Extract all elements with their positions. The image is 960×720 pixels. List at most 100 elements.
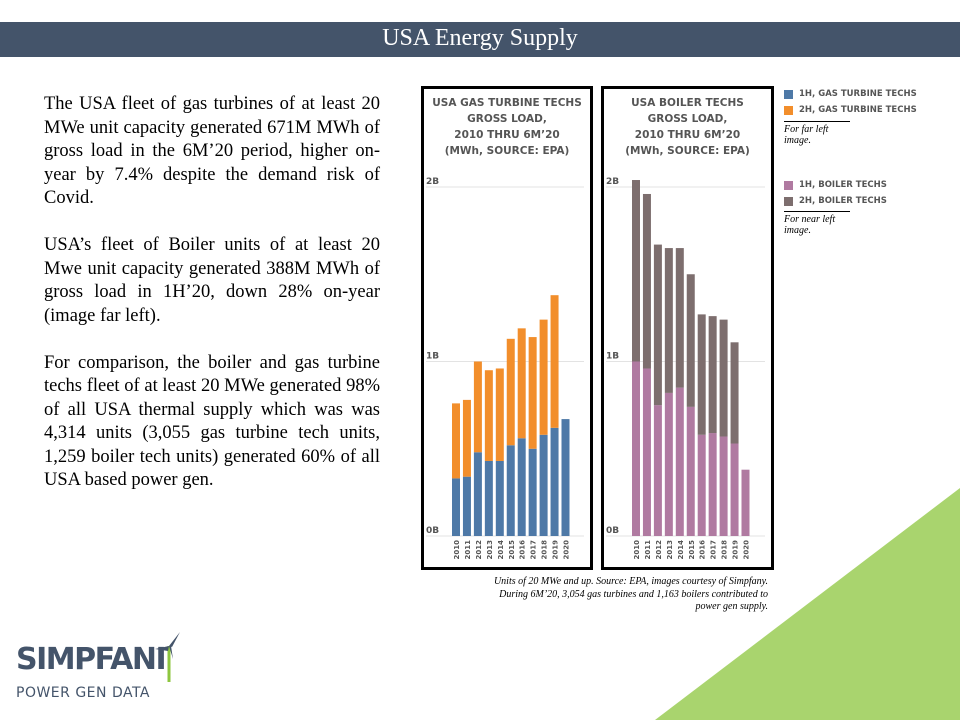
bar-segment	[495, 460, 504, 536]
y-tick-label: 0B	[426, 526, 439, 536]
legend-swatch	[784, 90, 793, 99]
logo-tagline: POWER GEN DATA	[16, 685, 151, 701]
chart-title-line: (MWh, SOURCE: EPA)	[625, 145, 750, 157]
wind-turbine-icon	[155, 632, 180, 682]
x-tick-label: 2018	[721, 540, 729, 560]
x-tick-label: 2011	[644, 540, 652, 560]
x-tick-label: 2012	[655, 540, 663, 560]
x-tick-label: 2010	[453, 540, 461, 560]
bar-segment	[632, 361, 640, 536]
page-title: USA Energy Supply	[382, 25, 578, 51]
x-tick-label: 2010	[633, 540, 641, 560]
bar-segment	[653, 405, 662, 536]
caption-line: Units of 20 MWe and up. Source: EPA, ima…	[493, 576, 768, 587]
x-tick-label: 2018	[541, 540, 549, 560]
y-tick-label: 1B	[426, 352, 439, 362]
legend-label: 2H, BOILER TECHS	[799, 196, 887, 206]
bar-segment	[473, 452, 482, 536]
body-text: The USA fleet of gas turbines of at leas…	[44, 93, 380, 516]
paragraph: The USA fleet of gas turbines of at leas…	[44, 94, 380, 208]
bar-segment	[730, 342, 739, 444]
legend-label: 1H, GAS TURBINE TECHS	[799, 89, 917, 99]
x-tick-label: 2013	[666, 540, 674, 560]
gas-turbine-chart: USA GAS TURBINE TECHS GROSS LOAD, 2010 T…	[421, 86, 593, 570]
chart-title-line: GROSS LOAD,	[467, 113, 547, 125]
x-tick-label: 2016	[699, 540, 707, 560]
x-tick-label: 2014	[497, 540, 505, 560]
bar-segment	[550, 427, 559, 536]
bar-segment	[473, 361, 482, 453]
bar-segment	[484, 370, 493, 461]
x-tick-label: 2014	[677, 540, 685, 560]
legend-swatch	[784, 197, 793, 206]
y-tick-label: 2B	[426, 177, 439, 187]
y-tick-label: 1B	[606, 352, 619, 362]
x-tick-label: 2019	[732, 540, 740, 560]
bar-segment	[697, 434, 706, 536]
bar-segment	[484, 460, 493, 536]
chart-title: USA GAS TURBINE TECHS GROSS LOAD, 2010 T…	[424, 95, 590, 159]
bar-segment	[550, 295, 559, 428]
bar-segment	[561, 419, 570, 536]
x-tick-label: 2017	[530, 540, 538, 560]
bar-segment	[495, 368, 504, 461]
bar-segment	[452, 478, 460, 536]
chart-title-line: USA GAS TURBINE TECHS	[432, 97, 582, 109]
bar-segment	[675, 387, 684, 536]
bar-segment	[506, 445, 515, 536]
legend-note: For near left image.	[784, 211, 850, 236]
simpfani-logo: SIMPFANI POWER GEN DATA	[14, 632, 184, 716]
x-tick-label: 2017	[710, 540, 718, 560]
caption-line: During 6M’20, 3,054 gas turbines and 1,1…	[499, 588, 768, 600]
bar-segment	[517, 438, 526, 536]
bar-segment	[642, 368, 651, 536]
x-tick-label: 2015	[508, 540, 516, 560]
paragraph: USA’s fleet of Boiler units of at least …	[44, 235, 380, 326]
x-tick-label: 2016	[519, 540, 527, 560]
bar-segment	[632, 180, 640, 362]
bar-segment	[675, 248, 684, 388]
bar-segment	[506, 338, 515, 446]
x-tick-label: 2020	[743, 540, 751, 560]
y-tick-label: 0B	[606, 526, 619, 536]
bar-segment	[653, 244, 662, 406]
chart-title: USA BOILER TECHS GROSS LOAD, 2010 THRU 6…	[604, 95, 771, 159]
chart-title-line: 2010 THRU 6M’20	[454, 129, 560, 141]
bar-segment	[730, 443, 739, 536]
bar-segment	[664, 392, 673, 536]
x-tick-label: 2013	[486, 540, 494, 560]
x-tick-label: 2012	[475, 540, 483, 560]
chart-title-line: USA BOILER TECHS	[631, 97, 744, 109]
bar-segment	[462, 476, 471, 536]
chart-title-line: GROSS LOAD,	[647, 113, 728, 125]
bar-segment	[697, 314, 706, 435]
y-tick-label: 2B	[606, 177, 619, 187]
bar-segment	[741, 469, 750, 536]
x-tick-label: 2015	[688, 540, 696, 560]
legend-label: 2H, GAS TURBINE TECHS	[799, 105, 917, 115]
bar-segment	[708, 433, 717, 536]
bar-segment	[719, 436, 728, 536]
x-tick-label: 2019	[552, 540, 560, 560]
title-bar: USA Energy Supply	[0, 22, 960, 57]
bar-segment	[719, 319, 728, 437]
caption-line: power gen supply.	[695, 601, 769, 612]
bar-segment	[462, 399, 471, 477]
chart-title-line: (MWh, SOURCE: EPA)	[444, 145, 570, 157]
bar-segment	[517, 328, 526, 439]
legend-swatch	[784, 181, 793, 190]
bar-segment	[528, 448, 537, 536]
bar-segment	[708, 316, 717, 434]
x-tick-label: 2020	[563, 540, 571, 560]
bar-segment	[528, 337, 537, 449]
bar-segment	[642, 193, 651, 369]
legend-note: For far left image.	[784, 121, 850, 146]
legend-swatch	[784, 106, 793, 115]
bar-segment	[664, 248, 673, 393]
chart-caption: Units of 20 MWe and up. Source: EPA, ima…	[420, 576, 768, 614]
chart-title-line: 2010 THRU 6M’20	[634, 129, 741, 141]
bar-segment	[539, 319, 548, 435]
